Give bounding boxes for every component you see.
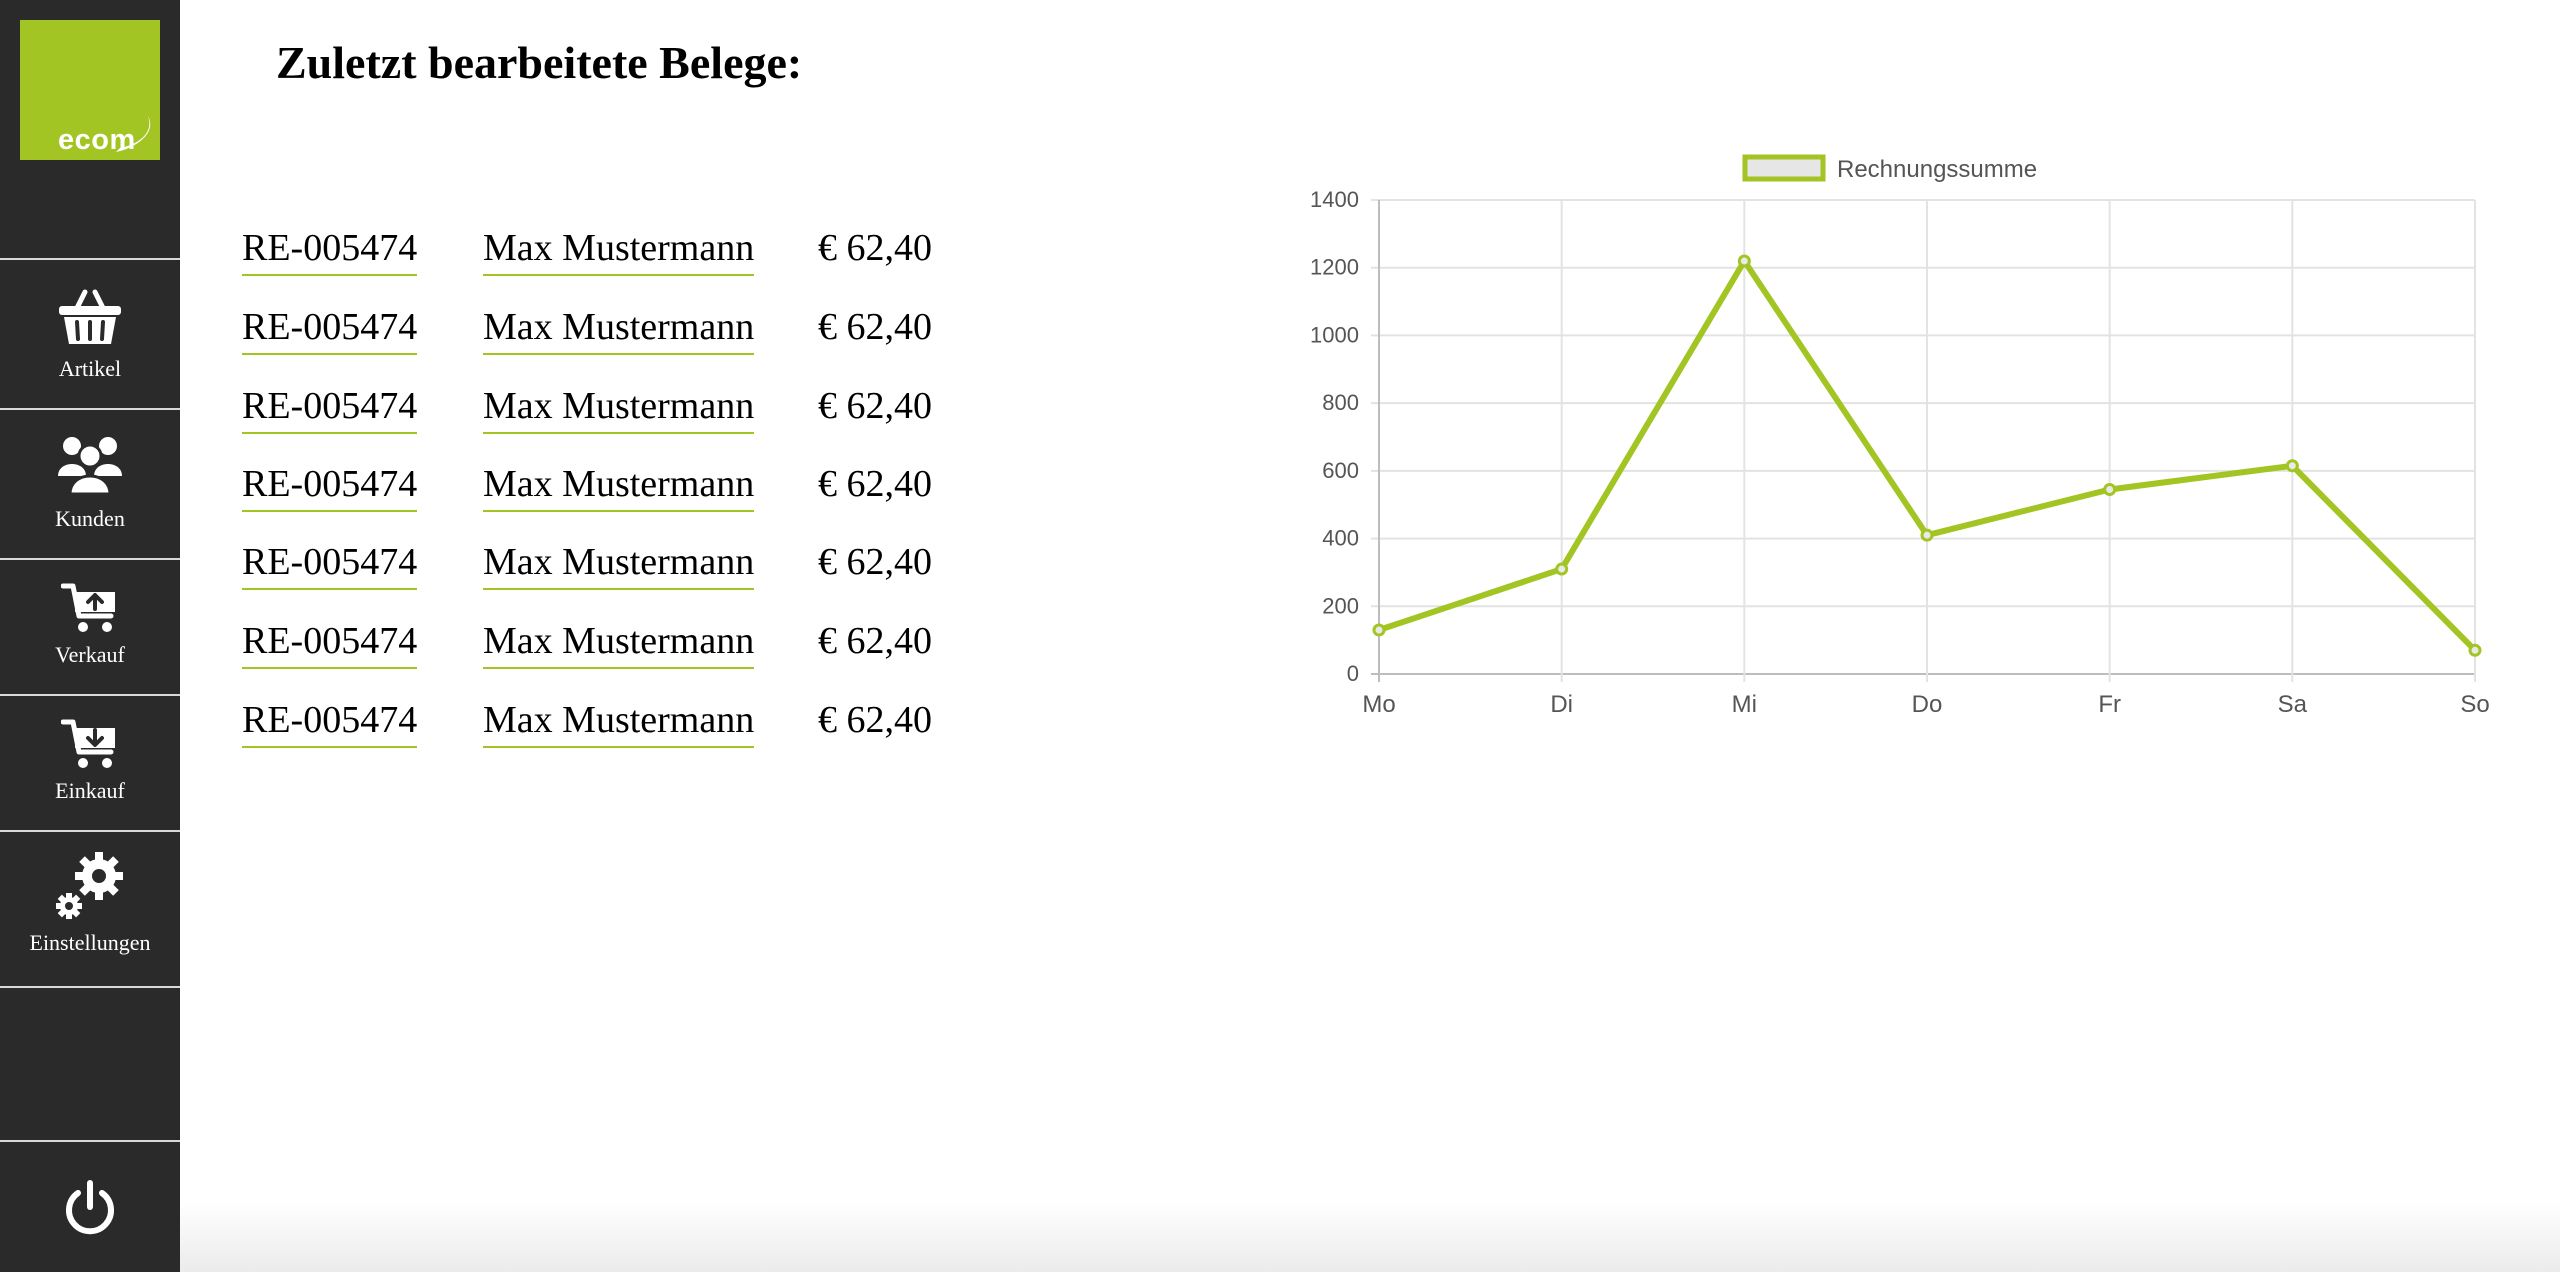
app-logo[interactable]: ecom — [20, 20, 160, 160]
list-item: RE-005474 Max Mustermann € 62,40 — [242, 619, 962, 689]
users-icon — [58, 437, 122, 496]
y-tick-label: 0 — [1347, 661, 1359, 686]
logout-button[interactable] — [0, 1142, 180, 1272]
document-amount: € 62,40 — [818, 385, 932, 427]
logo-swoosh-icon — [116, 116, 151, 152]
sidebar: ecom Artikel Kunden — [0, 0, 180, 1272]
document-amount: € 62,40 — [818, 463, 932, 505]
customer-link[interactable]: Max Mustermann — [483, 384, 755, 434]
sidebar-item-label: Verkauf — [55, 642, 125, 667]
document-number-link[interactable]: RE-005474 — [242, 698, 418, 748]
power-icon — [66, 1180, 114, 1235]
nav-divider — [0, 830, 180, 832]
sidebar-item-label: Einkauf — [55, 778, 125, 803]
sidebar-item-einkauf[interactable]: Einkauf — [0, 698, 180, 812]
logo-text: ecom — [58, 124, 136, 156]
nav-divider — [0, 258, 180, 260]
bottom-shadow — [180, 1202, 2560, 1272]
y-tick-label: 400 — [1322, 526, 1359, 551]
y-tick-label: 1400 — [1310, 187, 1359, 212]
x-tick-label: Fr — [2098, 691, 2121, 718]
page-title: Zuletzt bearbeitete Belege: — [276, 37, 803, 88]
data-point — [2468, 643, 2482, 657]
customer-link[interactable]: Max Mustermann — [483, 226, 755, 276]
cart-download-icon — [61, 719, 115, 768]
data-point — [2103, 482, 2117, 496]
legend-label: Rechnungssumme — [1837, 156, 2037, 183]
document-number-link[interactable]: RE-005474 — [242, 540, 418, 590]
y-tick-label: 600 — [1322, 458, 1359, 483]
x-tick-label: Di — [1550, 691, 1573, 718]
data-point — [1737, 254, 1751, 268]
nav-divider — [0, 558, 180, 560]
x-tick-label: Do — [1912, 691, 1943, 718]
customer-link[interactable]: Max Mustermann — [483, 619, 755, 669]
document-number-link[interactable]: RE-005474 — [242, 619, 418, 669]
list-item: RE-005474 Max Mustermann € 62,40 — [242, 384, 962, 454]
sidebar-item-label: Einstellungen — [29, 930, 151, 955]
sidebar-item-artikel[interactable]: Artikel — [0, 262, 180, 390]
customer-link[interactable]: Max Mustermann — [483, 462, 755, 512]
x-tick-label: Mi — [1732, 691, 1757, 718]
document-amount: € 62,40 — [818, 306, 932, 348]
list-item: RE-005474 Max Mustermann € 62,40 — [242, 462, 962, 532]
revenue-line-chart: 0 200 400 600 800 1000 1200 1400 Mo Di Mi Do Fr Sa So R… — [1310, 154, 2490, 718]
list-item: RE-005474 Max Mustermann € 62,40 — [242, 540, 962, 610]
gears-icon — [56, 852, 123, 919]
sidebar-item-einstellungen[interactable]: Einstellungen — [0, 834, 180, 968]
document-number-link[interactable]: RE-005474 — [242, 462, 418, 512]
x-tick-label: So — [2460, 691, 2489, 718]
customer-link[interactable]: Max Mustermann — [483, 305, 755, 355]
data-point — [1555, 562, 1569, 576]
legend-swatch — [1742, 154, 1826, 182]
sidebar-item-verkauf[interactable]: Verkauf — [0, 562, 180, 676]
nav-divider — [0, 408, 180, 410]
y-tick-label: 1200 — [1310, 255, 1359, 280]
list-item: RE-005474 Max Mustermann € 62,40 — [242, 305, 962, 375]
data-point — [1372, 623, 1386, 637]
sidebar-item-label: Kunden — [55, 506, 125, 531]
document-amount: € 62,40 — [818, 541, 932, 583]
sidebar-item-kunden[interactable]: Kunden — [0, 412, 180, 540]
nav-divider — [0, 1140, 180, 1142]
y-tick-label: 200 — [1322, 593, 1359, 618]
sidebar-item-label: Artikel — [58, 356, 122, 381]
basket-icon — [59, 289, 121, 344]
document-amount: € 62,40 — [818, 699, 932, 741]
document-number-link[interactable]: RE-005474 — [242, 226, 418, 276]
data-point — [1920, 528, 1934, 542]
x-tick-label: Mo — [1362, 691, 1395, 718]
list-item: RE-005474 Max Mustermann € 62,40 — [242, 698, 962, 768]
x-tick-label: Sa — [2278, 691, 2308, 718]
customer-link[interactable]: Max Mustermann — [483, 540, 755, 590]
cart-upload-icon — [61, 583, 115, 632]
customer-link[interactable]: Max Mustermann — [483, 698, 755, 748]
document-number-link[interactable]: RE-005474 — [242, 305, 418, 355]
nav-divider — [0, 694, 180, 696]
data-point — [2285, 459, 2299, 473]
document-amount: € 62,40 — [818, 620, 932, 662]
list-item: RE-005474 Max Mustermann € 62,40 — [242, 226, 962, 296]
y-tick-label: 800 — [1322, 390, 1359, 415]
document-amount: € 62,40 — [818, 227, 932, 269]
document-number-link[interactable]: RE-005474 — [242, 384, 418, 434]
y-tick-label: 1000 — [1310, 322, 1359, 347]
nav-divider — [0, 986, 180, 988]
